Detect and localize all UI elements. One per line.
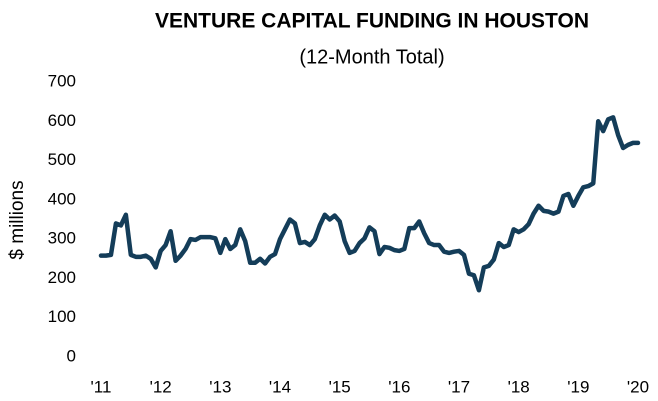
y-axis-label: $ millions [7, 180, 28, 259]
y-tick-label: 700 [48, 71, 76, 90]
x-tick-label: '12 [150, 377, 172, 396]
y-tick-label: 300 [48, 229, 76, 248]
x-tick-label: '16 [388, 377, 410, 396]
y-tick-label: 0 [67, 346, 76, 365]
x-tick-label: '14 [269, 377, 291, 396]
x-tick-label: '15 [329, 377, 351, 396]
chart-title: VENTURE CAPITAL FUNDING IN HOUSTON [155, 10, 589, 33]
x-tick-label: '17 [448, 377, 470, 396]
y-tick-label: 500 [48, 150, 76, 169]
y-tick-label: 600 [48, 111, 76, 130]
y-tick-label: 100 [48, 307, 76, 326]
x-tick-label: '13 [209, 377, 231, 396]
y-tick-label: 200 [48, 268, 76, 287]
x-tick-label: '19 [567, 377, 589, 396]
x-tick-label: '18 [508, 377, 530, 396]
y-tick-label: 400 [48, 189, 76, 208]
x-tick-label: '11 [91, 377, 112, 396]
line [98, 115, 641, 293]
chart-subtitle: (12-Month Total) [299, 46, 444, 68]
x-tick-label: '20 [627, 377, 649, 396]
